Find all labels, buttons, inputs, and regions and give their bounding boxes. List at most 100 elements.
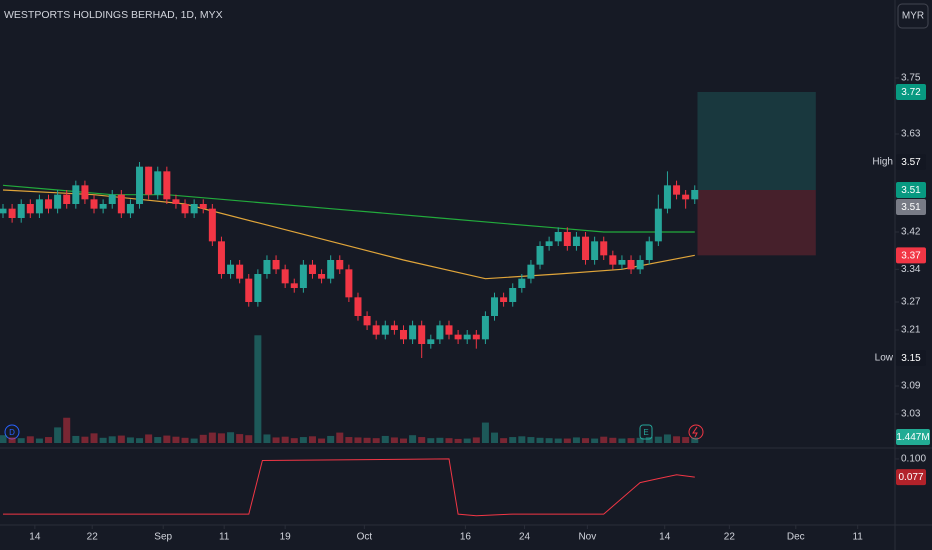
last-price-bg — [896, 182, 926, 198]
indicator-line — [3, 458, 695, 517]
volume-bar — [299, 437, 307, 443]
candle-body — [99, 204, 107, 209]
high-label: High — [872, 157, 893, 168]
volume-bar — [199, 434, 207, 443]
volume-bar — [372, 438, 380, 443]
candle-body — [117, 194, 125, 214]
volume-bar — [463, 438, 471, 443]
volume-bar — [354, 437, 362, 443]
y-tick-label: 3.09 — [901, 381, 921, 392]
y-tick-label: 3.63 — [901, 129, 921, 140]
alert-icon-bolt — [692, 426, 698, 438]
x-tick-label: Dec — [787, 532, 805, 543]
target-price-bg — [896, 84, 926, 100]
volume-bar — [472, 437, 480, 443]
candle-body — [17, 204, 25, 218]
volume-bar — [254, 335, 262, 443]
candle-body — [572, 236, 580, 246]
volume-bar — [418, 437, 426, 443]
x-tick-label: 14 — [29, 532, 41, 543]
chart-title: WESTPORTS HOLDINGS BERHAD, 1D, MYX — [4, 9, 223, 21]
currency-button[interactable] — [897, 3, 929, 29]
candle-body — [390, 325, 398, 330]
indicator-tick-label: 0.100 — [901, 454, 926, 465]
y-tick-label: 3.75 — [901, 73, 921, 84]
candle-body — [263, 260, 271, 274]
event-icons: D E — [4, 424, 704, 440]
candle-body — [654, 208, 662, 242]
volume-bar — [645, 437, 653, 443]
volume-bar — [409, 435, 417, 443]
candle-body — [145, 166, 153, 195]
volume-bar — [190, 438, 198, 443]
candle-body — [381, 325, 389, 335]
volume-bar — [454, 438, 462, 443]
volume-bar — [390, 437, 398, 443]
candle-body — [254, 274, 262, 302]
volume-bar — [554, 438, 562, 443]
volume-bar — [691, 437, 699, 443]
candle-body — [673, 185, 681, 195]
candle-body — [63, 194, 71, 204]
candle-body — [236, 264, 244, 279]
candle-body — [72, 185, 80, 204]
candle-body — [427, 339, 435, 344]
volume-bar — [481, 422, 489, 443]
candle-body — [527, 264, 535, 279]
candle-body — [436, 325, 444, 340]
volume-bar — [545, 438, 553, 443]
candle-body — [336, 260, 344, 270]
x-tick-label: Oct — [357, 532, 373, 543]
volume-bar — [208, 432, 216, 443]
volume-bar — [172, 436, 180, 443]
candle-body — [208, 208, 216, 242]
candle-body — [172, 199, 180, 204]
volume-bar — [345, 437, 353, 443]
candle-body — [491, 297, 499, 316]
candle-body — [35, 199, 43, 214]
alert-icon[interactable] — [688, 424, 704, 440]
dividend-icon[interactable] — [4, 424, 20, 440]
candle-body — [545, 241, 553, 246]
candle-body — [81, 185, 89, 200]
currency[interactable]: MYR — [902, 11, 924, 22]
candle-body — [299, 264, 307, 288]
earnings-icon[interactable] — [639, 424, 653, 440]
volume-bar — [154, 437, 162, 443]
volume-bar — [318, 438, 326, 443]
volume-bar — [281, 436, 289, 443]
candle-body — [281, 269, 289, 284]
candle-body — [682, 194, 690, 200]
volume-bar — [363, 437, 371, 443]
candle-body — [217, 241, 225, 274]
candle-body — [609, 255, 617, 265]
volume-bar — [263, 434, 271, 443]
volume-bar — [217, 433, 225, 443]
volume-bar — [336, 432, 344, 443]
candle-body — [645, 241, 653, 260]
candle-body — [126, 204, 134, 214]
indicator-tag-bg — [896, 469, 926, 486]
x-tick-label: 22 — [87, 532, 99, 543]
candle-body — [45, 199, 53, 209]
volume-bar — [126, 437, 134, 443]
volume-bar — [117, 435, 125, 443]
volume-bar — [381, 435, 389, 443]
last-price: 3.51 — [901, 185, 921, 196]
volume-bar — [145, 434, 153, 443]
x-tick-label: 11 — [219, 532, 230, 543]
volume-bar — [181, 437, 189, 443]
low-label: Low — [875, 353, 894, 364]
volume-bar — [527, 437, 535, 443]
volume-bar — [327, 435, 335, 443]
candle-body — [199, 204, 207, 209]
volume-bar — [308, 436, 316, 443]
x-tick-label: Sep — [154, 532, 172, 543]
candle-body — [163, 171, 171, 200]
volume-bar — [436, 437, 444, 443]
candle-body — [345, 269, 353, 298]
candle-body — [90, 199, 98, 209]
x-tick-label: 16 — [460, 532, 472, 543]
candle-body — [372, 325, 380, 335]
dividend-icon-letter: D — [9, 428, 15, 437]
